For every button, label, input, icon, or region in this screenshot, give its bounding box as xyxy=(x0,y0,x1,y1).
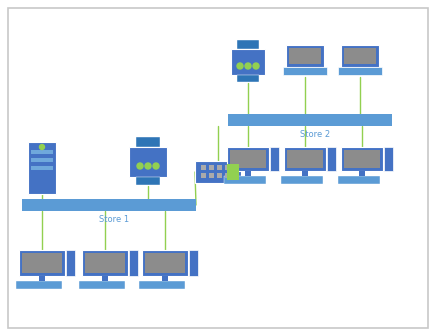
Bar xyxy=(227,164,239,180)
Bar xyxy=(281,176,323,184)
Bar xyxy=(208,165,214,170)
Bar xyxy=(145,253,185,272)
Bar xyxy=(195,161,241,183)
Bar xyxy=(341,45,379,67)
Text: Store 1: Store 1 xyxy=(99,215,129,224)
Bar xyxy=(341,147,383,171)
Bar xyxy=(384,147,393,171)
Bar xyxy=(289,48,321,64)
Bar xyxy=(302,171,308,176)
Bar xyxy=(201,165,205,170)
Bar xyxy=(217,173,221,178)
Circle shape xyxy=(40,144,44,150)
Bar xyxy=(245,171,251,176)
Bar xyxy=(237,40,259,49)
Bar xyxy=(338,67,382,75)
Bar xyxy=(31,150,53,154)
Bar xyxy=(338,176,380,184)
Bar xyxy=(344,150,380,168)
Bar xyxy=(22,253,62,272)
Circle shape xyxy=(137,163,143,169)
Bar xyxy=(136,177,160,184)
Bar xyxy=(284,147,326,171)
Bar xyxy=(136,136,160,147)
Bar xyxy=(286,45,324,67)
Bar xyxy=(225,173,229,178)
Bar xyxy=(162,276,168,281)
Bar xyxy=(31,166,53,170)
Text: Store 2: Store 2 xyxy=(300,130,330,139)
Bar xyxy=(231,49,265,75)
Bar xyxy=(102,276,108,281)
Bar xyxy=(227,147,269,171)
Bar xyxy=(189,250,198,276)
Bar xyxy=(129,250,138,276)
Bar xyxy=(142,250,188,276)
Bar xyxy=(327,147,336,171)
Bar xyxy=(28,142,56,194)
Bar xyxy=(287,150,323,168)
Circle shape xyxy=(245,63,251,69)
Bar xyxy=(85,253,125,272)
Bar xyxy=(359,171,365,176)
Bar xyxy=(66,250,75,276)
Bar xyxy=(79,281,125,289)
Circle shape xyxy=(153,163,159,169)
FancyBboxPatch shape xyxy=(8,8,428,328)
Bar xyxy=(270,147,279,171)
Bar xyxy=(39,276,45,281)
Bar xyxy=(237,75,259,82)
Bar xyxy=(82,250,128,276)
Bar xyxy=(19,250,65,276)
Bar xyxy=(129,147,167,177)
Circle shape xyxy=(237,63,243,69)
Bar xyxy=(208,173,214,178)
Bar xyxy=(201,173,205,178)
Bar xyxy=(31,158,53,162)
Bar xyxy=(217,165,221,170)
Circle shape xyxy=(253,63,259,69)
Bar xyxy=(224,176,266,184)
Bar xyxy=(344,48,376,64)
Bar xyxy=(139,281,185,289)
Bar xyxy=(283,67,327,75)
Bar xyxy=(230,150,266,168)
Bar xyxy=(228,114,392,126)
Circle shape xyxy=(145,163,151,169)
Bar xyxy=(16,281,62,289)
Bar xyxy=(22,199,196,211)
Bar xyxy=(225,165,229,170)
